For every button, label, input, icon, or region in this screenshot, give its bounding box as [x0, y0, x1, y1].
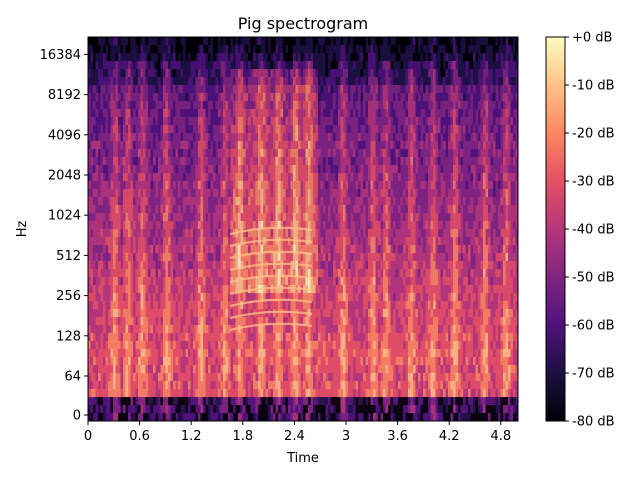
x-axis: 0 0.6 1.2 1.8 2.4 3 3.6 4.2 4.8 [84, 421, 511, 444]
x-tick-label: 1.2 [181, 429, 202, 444]
y-axis-label: Hz [15, 221, 30, 238]
y-tick-label: 8192 [48, 88, 81, 103]
colorbar-tick-label: -60 dB [572, 319, 615, 334]
y-tick-label: 16384 [40, 48, 81, 63]
x-tick-label: 4.8 [490, 429, 511, 444]
plot-frame [87, 36, 519, 422]
plot-area [87, 36, 519, 422]
x-tick-label: 1.8 [232, 429, 253, 444]
colorbar-tick-label: -50 dB [572, 271, 615, 286]
colorbar-tick-label: -70 dB [572, 367, 615, 382]
colorbar-tick-label: -20 dB [572, 127, 615, 142]
colorbar-tick-label: -40 dB [572, 223, 615, 238]
x-tick-label: 0.6 [129, 429, 150, 444]
y-tick-label: 0 [73, 409, 81, 424]
x-tick-label: 3 [342, 429, 350, 444]
y-tick-label: 1024 [48, 209, 81, 224]
x-tick-label: 0 [84, 429, 92, 444]
x-axis-label: Time [286, 451, 319, 466]
colorbar-tick-label: +0 dB [572, 31, 612, 46]
colorbar-tick-label: -10 dB [572, 79, 615, 94]
chart-title: Pig spectrogram [238, 14, 369, 33]
y-tick-label: 256 [56, 289, 81, 304]
y-tick-label: 128 [56, 329, 81, 344]
x-tick-label: 2.4 [284, 429, 305, 444]
spectrogram-heatmap [88, 37, 518, 421]
y-axis: 0 64 128 256 512 1024 2048 4096 8192 16384 [40, 48, 88, 424]
x-tick-label: 4.2 [439, 429, 460, 444]
colorbar: +0 dB -10 dB -20 dB -30 dB -40 dB -50 dB -60 d… [545, 31, 615, 430]
y-tick-label: 4096 [48, 128, 81, 143]
colorbar-gradient [545, 36, 566, 422]
y-tick-label: 512 [56, 249, 81, 264]
colorbar-tick-label: -80 dB [572, 415, 615, 430]
y-tick-label: 64 [64, 370, 81, 385]
colorbar-tick-label: -30 dB [572, 175, 615, 190]
y-tick-label: 2048 [48, 169, 81, 184]
x-tick-label: 3.6 [387, 429, 408, 444]
colorbar-ticks: +0 dB -10 dB -20 dB -30 dB -40 dB -50 dB -60 d… [565, 31, 615, 430]
